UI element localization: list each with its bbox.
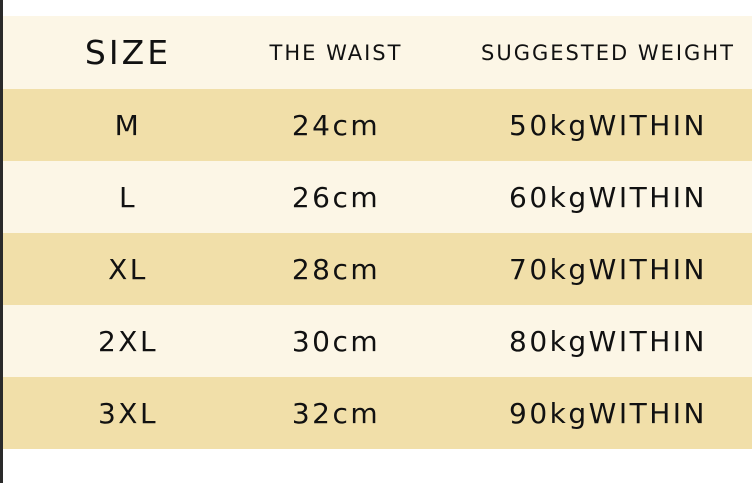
weight-cell: 90kgWITHIN	[509, 396, 707, 430]
waist-cell: 28cm	[291, 252, 381, 286]
table-row: XL 28cm 70kgWITHIN	[3, 233, 752, 305]
weight-cell: 50kgWITHIN	[509, 108, 707, 142]
waist-cell: 30cm	[291, 324, 381, 358]
size-cell: M	[114, 108, 142, 142]
table-row: 3XL 32cm 90kgWITHIN	[3, 377, 752, 449]
table-header: SIZE THE WAIST SUGGESTED WEIGHT	[3, 16, 752, 89]
weight-cell: 70kgWITHIN	[509, 252, 707, 286]
header-weight: SUGGESTED WEIGHT	[481, 40, 735, 65]
size-cell: 2XL	[97, 324, 159, 358]
header-size: SIZE	[84, 33, 172, 72]
table-row: M 24cm 50kgWITHIN	[3, 89, 752, 161]
header-waist: THE WAIST	[269, 40, 403, 65]
waist-cell: 26cm	[291, 180, 381, 214]
left-border	[0, 0, 3, 483]
table-row: 2XL 30cm 80kgWITHIN	[3, 305, 752, 377]
size-chart-table: SIZE THE WAIST SUGGESTED WEIGHT M 24cm 5…	[3, 16, 752, 449]
size-cell: L	[118, 180, 138, 214]
weight-cell: 80kgWITHIN	[509, 324, 707, 358]
table-row: L 26cm 60kgWITHIN	[3, 161, 752, 233]
waist-cell: 24cm	[291, 108, 381, 142]
waist-cell: 32cm	[291, 396, 381, 430]
size-cell: XL	[108, 252, 148, 286]
size-cell: 3XL	[97, 396, 159, 430]
weight-cell: 60kgWITHIN	[509, 180, 707, 214]
